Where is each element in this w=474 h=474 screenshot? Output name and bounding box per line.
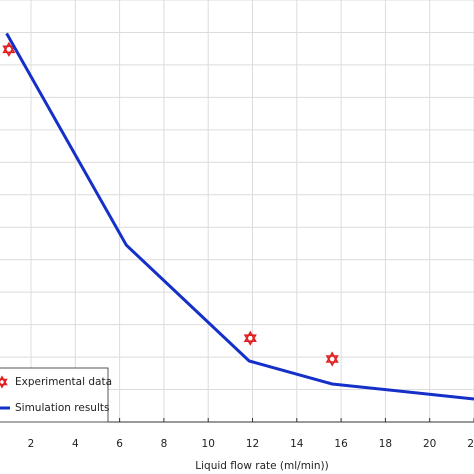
data-point bbox=[325, 351, 339, 367]
legend: Experimental data Simulation results bbox=[0, 367, 112, 423]
legend-label: Experimental data bbox=[15, 376, 112, 388]
legend-box bbox=[0, 367, 109, 423]
x-axis-label: Liquid flow rate (ml/min)) bbox=[195, 460, 328, 472]
x-tick-label: 20 bbox=[423, 438, 436, 450]
x-tick-label: 8 bbox=[161, 438, 168, 450]
data-point bbox=[2, 41, 16, 57]
x-tick-label: 16 bbox=[334, 438, 348, 450]
legend-label: Simulation results bbox=[15, 402, 109, 414]
x-tick-label: 18 bbox=[379, 438, 392, 450]
data-point bbox=[243, 330, 257, 346]
x-tick-label: 22 bbox=[467, 438, 474, 450]
x-tick-label: 4 bbox=[72, 438, 79, 450]
series-line bbox=[5, 32, 474, 401]
x-tick-label: 12 bbox=[246, 438, 259, 450]
x-tick-label: 10 bbox=[202, 438, 215, 450]
x-tick-label: 14 bbox=[290, 438, 304, 450]
x-tick-label: 2 bbox=[28, 438, 35, 450]
legend-symbol bbox=[0, 375, 8, 389]
x-tick-label: 6 bbox=[116, 438, 123, 450]
